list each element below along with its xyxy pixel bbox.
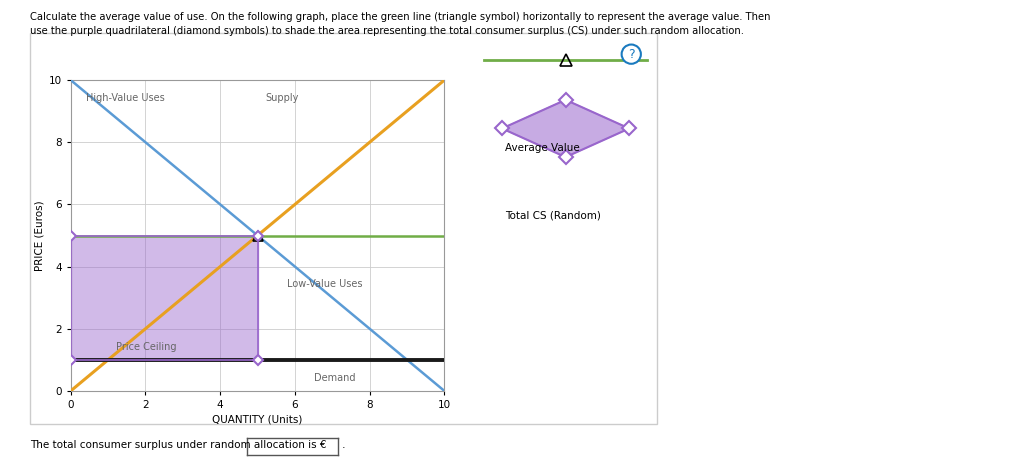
Text: Calculate the average value of use. On the following graph, place the green line: Calculate the average value of use. On t… <box>30 12 771 22</box>
Polygon shape <box>502 100 629 157</box>
Text: Demand: Demand <box>313 373 356 383</box>
Text: High-Value Uses: High-Value Uses <box>86 92 165 103</box>
Text: Average Value: Average Value <box>505 143 580 154</box>
Text: .: . <box>341 440 345 450</box>
Y-axis label: PRICE (Euros): PRICE (Euros) <box>34 200 44 271</box>
Text: Price Ceiling: Price Ceiling <box>115 342 176 352</box>
Text: Supply: Supply <box>265 92 298 103</box>
Text: ?: ? <box>628 48 634 61</box>
Polygon shape <box>71 236 258 360</box>
Text: Low-Value Uses: Low-Value Uses <box>288 279 363 289</box>
X-axis label: QUANTITY (Units): QUANTITY (Units) <box>212 414 303 424</box>
Text: use the purple quadrilateral (diamond symbols) to shade the area representing th: use the purple quadrilateral (diamond sy… <box>30 26 744 36</box>
Text: Total CS (Random): Total CS (Random) <box>505 210 601 220</box>
Text: The total consumer surplus under random allocation is €: The total consumer surplus under random … <box>30 440 327 450</box>
